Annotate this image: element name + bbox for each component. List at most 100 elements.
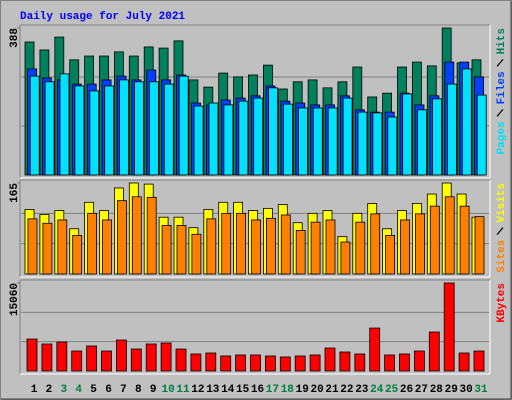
x-tick-label: 3: [60, 384, 67, 396]
x-tick-label: 16: [251, 384, 264, 396]
bar: [59, 73, 70, 176]
legend-separator: [496, 227, 504, 235]
bar: [253, 97, 264, 176]
bar: [372, 112, 383, 176]
bar: [178, 75, 189, 176]
bar: [101, 350, 112, 372]
bar: [279, 356, 291, 372]
bar: [339, 351, 351, 372]
bar: [148, 81, 159, 176]
legend-label: Hits: [496, 28, 508, 54]
bar: [312, 107, 323, 176]
x-tick-label: 18: [281, 384, 295, 396]
bar: [369, 327, 381, 372]
bar: [342, 97, 353, 176]
bar: [251, 219, 261, 275]
bar: [86, 345, 97, 372]
bar: [400, 219, 410, 275]
bar: [145, 343, 157, 372]
bar: [444, 196, 455, 275]
x-tick-label: 22: [340, 384, 353, 396]
x-tick-label: 7: [120, 384, 127, 396]
bar: [443, 282, 455, 372]
legend-label: Sites: [496, 240, 508, 273]
bar: [327, 107, 338, 176]
bar: [294, 355, 306, 372]
bar: [385, 234, 396, 275]
bar: [146, 196, 157, 275]
x-tick-label: 2: [46, 384, 53, 396]
bar: [280, 214, 291, 275]
bar: [297, 107, 308, 176]
bar: [117, 200, 127, 275]
x-tick-label: 13: [206, 384, 220, 396]
x-tick-label: 10: [161, 384, 174, 396]
bar: [102, 219, 112, 275]
bar: [283, 103, 293, 176]
bar: [417, 109, 428, 176]
bar: [357, 111, 368, 176]
bar: [89, 90, 100, 176]
bar: [104, 85, 115, 176]
bar: [160, 342, 172, 372]
legend-label: Pages: [496, 121, 508, 154]
bar: [220, 355, 232, 372]
bar: [208, 102, 219, 176]
bar: [191, 233, 202, 275]
x-tick-label: 26: [400, 384, 413, 396]
bar: [26, 338, 38, 372]
bar: [223, 104, 234, 176]
x-tick-label: 17: [266, 384, 279, 396]
chart-title: Daily usage for July 2021: [20, 11, 185, 23]
x-tick-label: 24: [370, 384, 384, 396]
x-tick-label: 12: [191, 384, 204, 396]
x-tick-label: 27: [415, 384, 428, 396]
bar: [473, 350, 485, 372]
x-tick-label: 5: [90, 384, 97, 396]
x-tick-label: 20: [310, 384, 323, 396]
x-tick-label: 29: [445, 384, 458, 396]
bar: [399, 353, 410, 372]
bar: [71, 350, 83, 372]
bar: [459, 205, 470, 275]
legend-separator: [496, 109, 504, 117]
legend-separator: [496, 59, 504, 67]
bar: [446, 83, 457, 176]
x-tick-label: 4: [75, 384, 82, 396]
bar: [161, 225, 172, 275]
bar: [235, 354, 247, 372]
x-tick-label: 23: [355, 384, 369, 396]
bar: [119, 79, 129, 176]
legend-label: Files: [496, 71, 508, 104]
bar: [402, 93, 413, 176]
bar: [57, 219, 68, 275]
bar: [27, 218, 38, 275]
x-tick-label: 8: [135, 384, 142, 396]
bar: [432, 98, 442, 176]
bar: [340, 241, 351, 275]
bar: [355, 221, 366, 275]
x-tick-label: 11: [176, 384, 190, 396]
bar: [264, 355, 276, 372]
bar: [268, 87, 279, 176]
bar: [176, 225, 187, 275]
bar: [429, 205, 440, 275]
bar: [131, 196, 142, 275]
x-tick-label: 25: [385, 384, 399, 396]
bar: [41, 343, 53, 372]
y-tick-label: 388: [9, 28, 21, 48]
bar: [42, 222, 53, 275]
bar: [236, 212, 247, 275]
bar: [324, 347, 336, 372]
bar: [413, 350, 425, 372]
bar: [250, 354, 261, 372]
bar: [295, 230, 306, 275]
bar: [175, 348, 187, 372]
bar: [476, 94, 487, 176]
bar: [190, 353, 202, 372]
legend-label: Visits: [496, 183, 508, 223]
bar: [74, 85, 85, 176]
bar: [44, 81, 55, 176]
